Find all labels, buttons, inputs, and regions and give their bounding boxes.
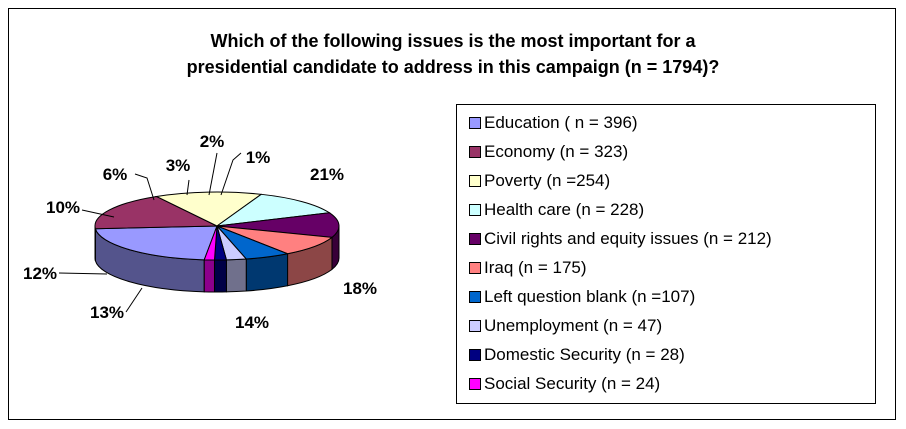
legend-item: Domestic Security (n = 28) (469, 341, 685, 369)
legend-label: Domestic Security (n = 28) (484, 345, 685, 365)
pie-leader-line-6 (135, 174, 154, 200)
chart-legend: Education ( n = 396) Economy (n = 323) Pov… (456, 104, 876, 404)
legend-label: Education ( n = 396) (484, 113, 638, 133)
legend-swatch (469, 262, 481, 274)
legend-swatch (469, 378, 481, 390)
pie-percent-label-1: 18% (343, 279, 377, 298)
legend-item: Left question blank (n =107) (469, 283, 695, 311)
pie-leader-line-4 (59, 273, 107, 274)
legend-item: Social Security (n = 24) (469, 370, 660, 398)
legend-item: Civil rights and equity issues (n = 212) (469, 225, 772, 253)
legend-item: Health care (n = 228) (469, 196, 644, 224)
pie-side-7 (226, 259, 246, 292)
legend-swatch (469, 349, 481, 361)
pie-percent-label-6: 6% (103, 165, 128, 184)
legend-item: Poverty (n =254) (469, 167, 610, 195)
legend-item: Iraq (n = 175) (469, 254, 587, 282)
pie-leader-line-8 (209, 153, 217, 195)
legend-swatch (469, 204, 481, 216)
legend-item: Economy (n = 323) (469, 138, 628, 166)
legend-swatch (469, 146, 481, 158)
legend-label: Civil rights and equity issues (n = 212) (484, 229, 772, 249)
pie-percent-label-8: 2% (200, 132, 225, 151)
legend-label: Social Security (n = 24) (484, 374, 660, 394)
legend-label: Economy (n = 323) (484, 142, 628, 162)
pie-percent-label-7: 3% (166, 156, 191, 175)
legend-swatch (469, 320, 481, 332)
pie-side-9 (204, 260, 214, 292)
pie-slices (95, 192, 339, 260)
pie-percent-label-5: 10% (46, 198, 80, 217)
pie-percent-label-9: 1% (246, 148, 271, 167)
pie-percent-label-0: 21% (310, 165, 344, 184)
pie-chart: 21% 18% 14% 13% 12% 10% 6% 3% 2% 1% (9, 8, 449, 420)
legend-swatch (469, 175, 481, 187)
legend-label: Unemployment (n = 47) (484, 316, 662, 336)
pie-percent-label-4: 12% (23, 264, 57, 283)
legend-swatch (469, 117, 481, 129)
legend-label: Left question blank (n =107) (484, 287, 695, 307)
pie-side-8 (214, 260, 226, 292)
legend-label: Iraq (n = 175) (484, 258, 587, 278)
pie-leader-line-9 (221, 153, 241, 195)
chart-frame: Which of the following issues is the mos… (8, 8, 896, 420)
pie-leader-line-3 (126, 288, 142, 312)
legend-swatch (469, 291, 481, 303)
pie-side-6 (246, 254, 287, 291)
legend-item: Education ( n = 396) (469, 109, 638, 137)
pie-percent-label-2: 14% (235, 313, 269, 332)
legend-item: Unemployment (n = 47) (469, 312, 662, 340)
legend-label: Poverty (n =254) (484, 171, 610, 191)
pie-percent-label-3: 13% (90, 303, 124, 322)
legend-swatch (469, 233, 481, 245)
legend-label: Health care (n = 228) (484, 200, 644, 220)
